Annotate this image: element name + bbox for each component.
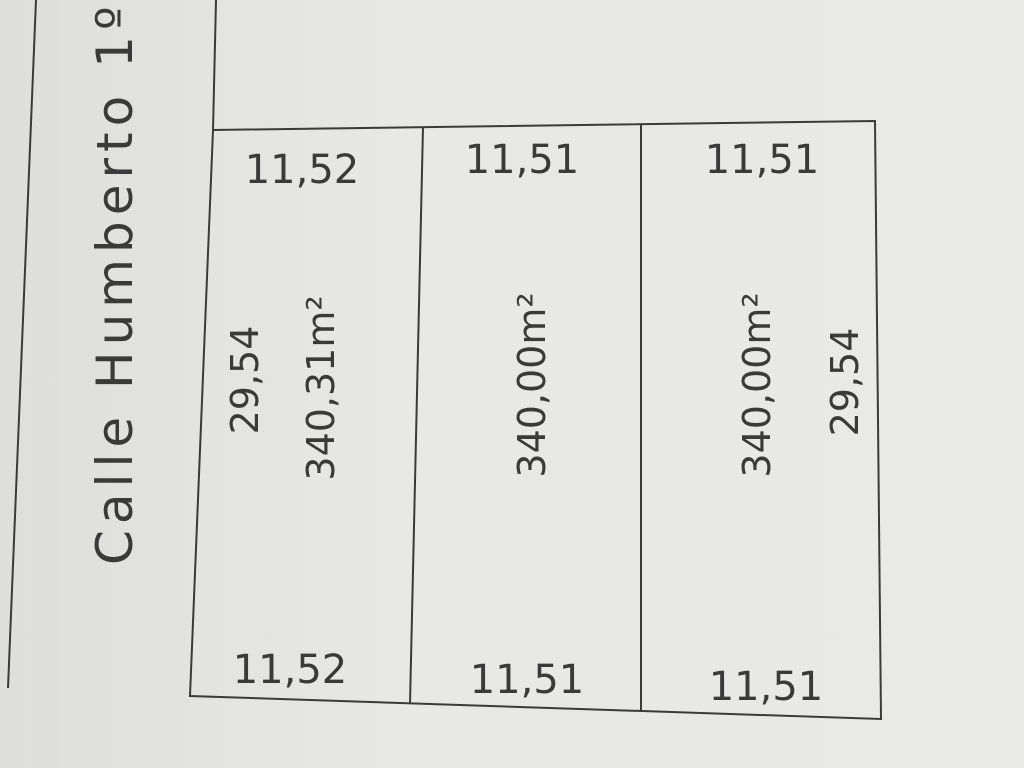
block-edge-line xyxy=(212,0,217,131)
lot1-front-bottom: 11,52 xyxy=(233,647,348,693)
lot-divider-1 xyxy=(409,126,424,705)
lot1-side: 29,54 xyxy=(223,326,267,435)
street-edge-line xyxy=(7,0,37,689)
lot3-side: 29,54 xyxy=(823,328,867,437)
lot3-front-top: 11,51 xyxy=(705,137,820,183)
lot2-area: 340,00m² xyxy=(510,292,554,477)
lots-outline xyxy=(188,119,883,721)
lot2-front-top: 11,51 xyxy=(465,137,580,183)
lot2-front-bottom: 11,51 xyxy=(470,657,585,703)
street-name: Calle Humberto 1º xyxy=(86,1,144,566)
lot3-area: 340,00m² xyxy=(735,292,779,477)
lot3-front-bottom: 11,51 xyxy=(709,664,824,710)
lot1-front-top: 11,52 xyxy=(245,147,360,193)
lot1-area: 340,31m² xyxy=(299,295,343,480)
